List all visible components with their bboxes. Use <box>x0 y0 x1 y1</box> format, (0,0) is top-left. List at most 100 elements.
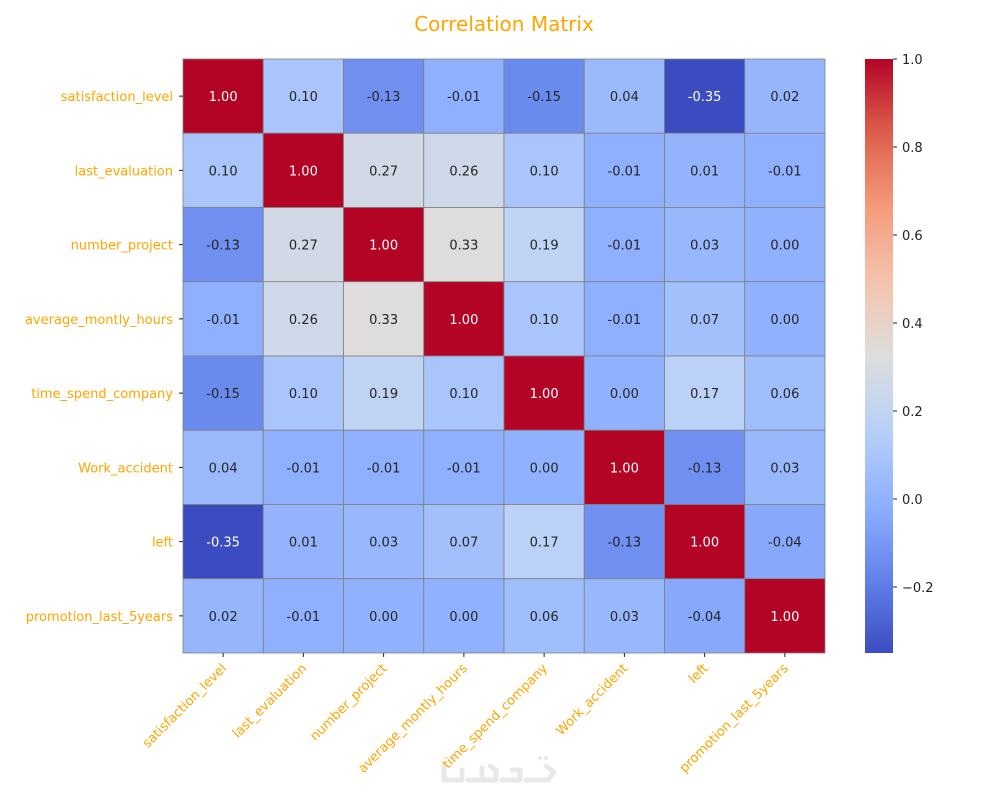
heatmap-cell <box>423 58 505 134</box>
cell-value-label: -0.01 <box>608 239 642 254</box>
heatmap-cell <box>664 355 746 431</box>
heatmap-cell <box>262 58 344 134</box>
cell-value-label: -0.01 <box>287 461 321 476</box>
heatmap-cell <box>343 281 425 357</box>
heatmap-cell <box>423 355 505 431</box>
cell-value-label: 1.00 <box>289 164 318 179</box>
chart-title: Correlation Matrix <box>414 12 594 36</box>
heatmap-cell <box>744 58 826 134</box>
cell-value-label: 0.17 <box>530 536 559 551</box>
x-tick-label: Work_accident <box>553 661 631 739</box>
cell-value-label: 0.00 <box>369 610 398 625</box>
heatmap-cell <box>583 132 665 208</box>
cell-value-label: 0.07 <box>449 536 478 551</box>
heatmap-cell <box>503 207 585 283</box>
cell-value-label: -0.01 <box>608 313 642 328</box>
cell-value-label: -0.01 <box>447 461 481 476</box>
cell-value-label: 1.00 <box>369 239 398 254</box>
y-tick-label: promotion_last_5years <box>26 610 174 625</box>
cell-value-label: -0.01 <box>287 610 321 625</box>
cell-value-label: 0.00 <box>770 239 799 254</box>
heatmap-cell <box>744 504 826 580</box>
cell-value-label: -0.01 <box>206 313 240 328</box>
cell-value-label: 0.27 <box>289 239 318 254</box>
heatmap-cell <box>343 132 425 208</box>
cell-value-label: -0.13 <box>206 239 240 254</box>
cell-value-label: 1.00 <box>610 461 639 476</box>
heatmap-cell <box>664 504 746 580</box>
cell-value-label: -0.35 <box>206 536 240 551</box>
colorbar-tick-label: 1.0 <box>902 53 923 68</box>
heatmap-cell <box>423 281 505 357</box>
colorbar-tick-label: 0.8 <box>902 141 923 156</box>
cell-value-label: -0.13 <box>688 461 722 476</box>
heatmap-cell <box>343 207 425 283</box>
heatmap-cell <box>664 58 746 134</box>
x-tick-label: satisfaction_level <box>140 661 230 751</box>
heatmap-cell <box>343 504 425 580</box>
heatmap-cell <box>182 355 264 431</box>
cell-value-label: 1.00 <box>530 387 559 402</box>
cell-value-label: -0.04 <box>768 536 802 551</box>
cell-value-label: 0.33 <box>449 239 478 254</box>
cell-value-label: -0.01 <box>447 90 481 105</box>
cell-value-label: 0.10 <box>209 164 238 179</box>
cell-value-label: -0.15 <box>527 90 561 105</box>
cell-value-label: 0.07 <box>690 313 719 328</box>
heatmap-cell <box>262 578 344 654</box>
x-tick-label: number_project <box>307 661 390 744</box>
cell-value-label: -0.13 <box>608 536 642 551</box>
heatmap-cell <box>182 132 264 208</box>
heatmap-cell <box>503 355 585 431</box>
colorbar-tick-label: 0.0 <box>902 493 923 508</box>
colorbar <box>865 59 893 653</box>
y-tick-label: number_project <box>71 239 173 254</box>
heatmap-cell <box>744 207 826 283</box>
cell-value-label: 0.04 <box>209 461 238 476</box>
heatmap-cell <box>262 281 344 357</box>
heatmap-cell <box>583 355 665 431</box>
heatmap-cell <box>583 207 665 283</box>
cell-value-label: 1.00 <box>209 90 238 105</box>
heatmap-cell <box>343 578 425 654</box>
colorbar-tick-label: 0.4 <box>902 317 923 332</box>
heatmap-cell <box>423 207 505 283</box>
heatmap-cell <box>262 132 344 208</box>
cell-value-label: 0.19 <box>530 239 559 254</box>
cell-value-label: 0.33 <box>369 313 398 328</box>
heatmap-cell <box>503 281 585 357</box>
cell-value-label: 0.00 <box>610 387 639 402</box>
y-tick-label: average_montly_hours <box>25 313 173 328</box>
x-tick-label: last_evaluation <box>230 661 310 741</box>
cell-value-label: 0.10 <box>530 164 559 179</box>
x-tick-label: left <box>686 661 712 687</box>
heatmap-cell <box>744 429 826 505</box>
heatmap-cell <box>182 504 264 580</box>
cell-value-label: 0.00 <box>449 610 478 625</box>
heatmap-cell <box>262 207 344 283</box>
heatmap-cell <box>583 578 665 654</box>
heatmap-cell <box>744 578 826 654</box>
watermark-logo <box>441 756 557 783</box>
heatmap-cell <box>583 58 665 134</box>
heatmap-cell <box>503 132 585 208</box>
cell-value-label: 0.27 <box>369 164 398 179</box>
cell-value-label: 0.26 <box>289 313 318 328</box>
heatmap-cell <box>503 58 585 134</box>
cell-value-label: -0.13 <box>367 90 401 105</box>
heatmap-cell <box>343 429 425 505</box>
y-tick-label: Work_accident <box>78 461 173 476</box>
y-tick-label: time_spend_company <box>31 387 173 402</box>
cell-value-label: -0.01 <box>367 461 401 476</box>
heatmap-cell <box>262 429 344 505</box>
cell-value-label: 0.03 <box>770 461 799 476</box>
cell-value-label: 0.10 <box>449 387 478 402</box>
cell-value-label: 0.26 <box>449 164 478 179</box>
heatmap-cell <box>182 281 264 357</box>
cell-value-label: 0.19 <box>369 387 398 402</box>
cell-value-label: 0.17 <box>690 387 719 402</box>
cell-value-label: 0.00 <box>770 313 799 328</box>
cell-value-label: 0.10 <box>289 90 318 105</box>
heatmap-cell <box>423 504 505 580</box>
cell-value-label: 1.00 <box>770 610 799 625</box>
